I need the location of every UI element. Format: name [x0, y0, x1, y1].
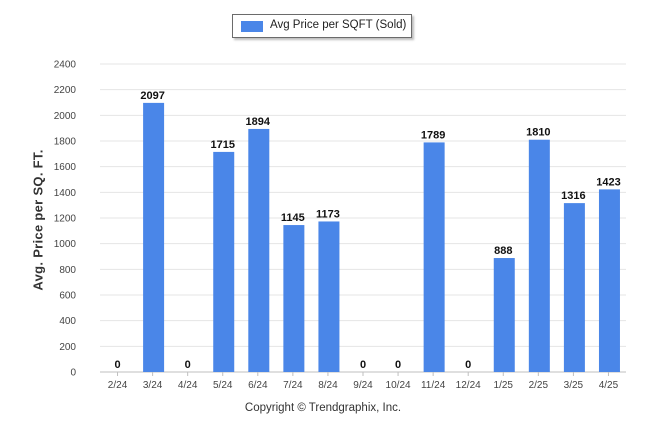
- x-tick-label: 10/24: [386, 380, 411, 391]
- data-label: 888: [494, 245, 512, 257]
- y-tick-label: 2200: [54, 85, 77, 96]
- y-tick-label: 2400: [54, 60, 77, 71]
- y-tick-label: 1800: [54, 137, 77, 148]
- x-tick-label: 8/24: [318, 380, 338, 391]
- y-axis-ticks: 0 200 400 600 800 1000 1200 1400 1600 1800 2000 220…: [54, 60, 77, 379]
- x-tick-label: 2/24: [108, 380, 128, 391]
- x-tick-label: 3/24: [143, 380, 163, 391]
- data-label: 2097: [140, 90, 164, 102]
- copyright-text: Copyright © Trendgraphix, Inc.: [244, 402, 402, 414]
- bar: [598, 189, 620, 372]
- y-tick-label: 400: [59, 316, 76, 327]
- bar: [283, 225, 305, 372]
- bar: [248, 128, 270, 372]
- x-tick-label: 9/24: [353, 380, 373, 391]
- x-tick-label: 3/25: [564, 380, 584, 391]
- y-tick-label: 1000: [54, 239, 77, 250]
- data-label: 1789: [421, 129, 445, 141]
- bar: [563, 203, 585, 372]
- data-label: 1423: [596, 176, 620, 188]
- y-tick-label: 200: [59, 342, 76, 353]
- data-label: 1316: [561, 190, 585, 202]
- data-label: 0: [395, 359, 401, 371]
- y-tick-label: 0: [70, 368, 76, 379]
- x-tick-label: 7/24: [283, 380, 303, 391]
- legend-swatch: [241, 21, 263, 32]
- data-label: 1894: [246, 116, 271, 128]
- bars: [143, 102, 620, 372]
- x-axis-ticks: 2/24 3/24 4/24 5/24 6/24 7/24 8/24 9/24 10/24 11/…: [108, 372, 619, 391]
- y-axis-label: Avg. Price per SQ. FT.: [30, 149, 46, 291]
- data-label: 0: [360, 359, 366, 371]
- data-label: 1715: [210, 139, 234, 151]
- x-tick-label: 2/25: [529, 380, 549, 391]
- legend-label: Avg Price per SQFT (Sold): [270, 19, 407, 31]
- y-tick-label: 2000: [54, 111, 77, 122]
- x-tick-label: 4/24: [178, 380, 198, 391]
- y-tick-label: 1600: [54, 162, 77, 173]
- data-label: 0: [114, 359, 120, 371]
- data-label: 0: [185, 359, 191, 371]
- x-tick-label: 4/25: [599, 380, 619, 391]
- y-tick-label: 1200: [54, 214, 77, 225]
- y-tick-label: 800: [59, 265, 76, 276]
- y-tick-label: 1400: [54, 188, 77, 199]
- bar: [213, 151, 235, 372]
- data-label: 1145: [281, 212, 305, 224]
- data-labels: 0 2097 0 1715 1894 1145 1173 0 0 1789 0 888 1810 1316…: [114, 90, 620, 371]
- x-tick-label: 11/24: [421, 380, 446, 391]
- bar: [143, 102, 165, 372]
- bar: [493, 258, 515, 372]
- legend: Avg Price per SQFT (Sold): [232, 14, 412, 38]
- x-tick-label: 12/24: [456, 380, 481, 391]
- data-label: 1173: [316, 208, 340, 220]
- data-label: 0: [465, 359, 471, 371]
- x-tick-label: 5/24: [213, 380, 233, 391]
- x-tick-label: 6/24: [248, 380, 268, 391]
- bar: [318, 221, 340, 372]
- bar: [423, 142, 445, 372]
- y-tick-label: 600: [59, 291, 76, 302]
- data-label: 1810: [526, 127, 550, 139]
- x-tick-label: 1/25: [494, 380, 514, 391]
- bar: [528, 139, 550, 372]
